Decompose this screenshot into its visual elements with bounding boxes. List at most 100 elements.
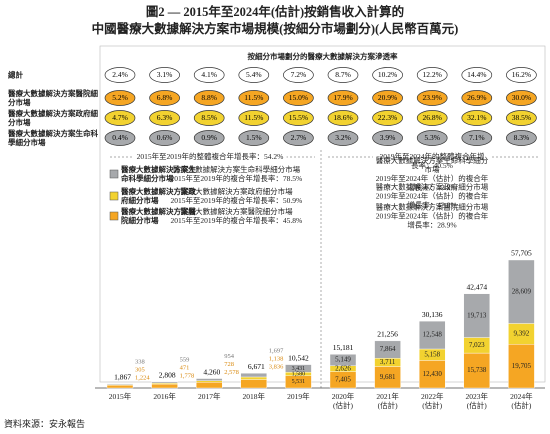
total-label: 4,260 [203,367,220,376]
x-tick-label: 2023年 (估計) [465,392,489,410]
penetration-oval [416,90,448,106]
segment-label: 3,431 [292,366,306,372]
segment-cagr: 醫療大數據解決方案政府細分市場 2019年至2024年（估計）的複合年增長率：4… [375,182,489,210]
bar-segment [106,383,134,385]
penetration-label: 22.3% [378,113,397,122]
penetration-oval [149,130,180,146]
penetration-oval [506,130,537,146]
segment-cagr: 醫療大數據解決方案醫院細分市場 2019年至2024年（估計）的複合年增長率：2… [375,202,489,230]
bar-segment [463,352,490,389]
penetration-oval [104,130,136,146]
penetration-oval [238,90,270,106]
penetration-oval [238,110,270,126]
penetration-oval [104,90,136,106]
penetration-label: 5.4% [246,70,262,79]
segment-cagr: 醫療大數據解決方案生命科學細分市場 2019年至2024年（估計）的複合年增長率… [375,156,489,192]
segment-label: 7,864 [380,345,396,353]
penetration-oval [283,130,314,146]
penetration-oval [193,130,225,146]
segment-label: 1,580 [292,371,306,377]
penetration-label: 18.6% [333,113,352,122]
penetration-oval [461,90,493,106]
penetration-label: 8.8% [201,93,217,102]
penetration-label: 3.9% [380,133,396,142]
penetration-oval [149,67,180,83]
segment-label: 15,738 [467,366,487,374]
penetration-oval [416,130,448,146]
x-tick-label: 2017年 [197,392,221,401]
penetration-oval [327,130,359,146]
bar-segment [508,259,535,324]
penetration-label: 8.7% [335,70,351,79]
penetration-label: 23.9% [423,93,442,102]
penetration-oval [372,110,403,126]
table-title: 按細分市場劃分的醫療大數據解決方案滲透率 [247,52,398,61]
bar-segment [329,354,357,366]
penetration-label: 1.5% [246,133,262,142]
x-tick-label: 2018年 [242,392,266,401]
penetration-oval [283,67,314,83]
penetration-oval [149,90,180,106]
x-tick-label: 2019年 [287,392,310,401]
penetration-oval [149,110,180,126]
total-label: 1,867 [114,373,131,382]
legend-swatch [109,191,119,201]
segment-cagr: 醫療大數據解決方案生命科學細分市場 2015年至2019年的複合年增長率：78.… [170,165,303,183]
segment-label: 5,158 [424,350,440,358]
penetration-label: 0.9% [201,133,217,142]
penetration-oval [193,67,225,83]
penetration-oval [506,67,537,83]
segment-label: 338 [135,358,145,365]
penetration-label: 2.7% [291,133,307,142]
penetration-label: 3.2% [335,133,351,142]
penetration-label: 38.5% [512,113,531,122]
bar-segment [195,378,223,381]
bar-segment [463,293,490,338]
segment-label: 2,578 [224,369,239,376]
penetration-label: 11.5% [244,93,263,102]
penetration-oval [283,110,314,126]
bar-segment [151,383,178,389]
penetration-label: 11.5% [244,113,263,122]
bar-segment [151,381,178,384]
segment-label: 3,836 [269,364,284,371]
penetration-oval [461,110,493,126]
bar-segment [374,340,401,359]
penetration-oval [372,90,403,106]
total-label: 57,705 [511,249,532,258]
segment-label: 19,705 [512,362,532,370]
penetration-oval [283,90,314,106]
segment-label: 9,681 [380,373,396,381]
segment-label: 7,023 [469,341,485,349]
legend-label: 醫療大數據解決方案生命科學細分市場 [121,165,196,183]
total-label: 30,136 [422,310,443,319]
bar-segment [106,385,134,389]
penetration-label: 32.1% [467,113,486,122]
penetration-oval [238,130,270,146]
x-tick-label: 2024年 (估計) [510,392,533,410]
penetration-label: 26.9% [467,93,486,102]
penetration-label: 30.0% [512,93,531,102]
segment-label: 1,697 [269,348,284,355]
penetration-label: 20.9% [378,93,397,102]
x-tick-label: 2016年 [153,392,176,401]
penetration-label: 4.7% [112,113,128,122]
penetration-oval [104,110,136,126]
segment-cagr: 醫療大數據解決方案醫院細分市場 2015年至2019年的複合年增長率：45.8% [170,207,303,225]
segment-label: 9,392 [514,329,530,337]
segment-label: 559 [180,356,190,363]
legend-swatch [109,211,119,221]
penetration-label: 26.8% [423,113,442,122]
segment-label: 3,711 [380,358,396,366]
penetration-oval [506,90,537,106]
penetration-label: 5.3% [424,133,440,142]
x-tick-label: 2021年 (估計) [376,392,399,410]
penetration-label: 15.5% [289,113,308,122]
segment-label: 2,626 [335,364,351,372]
penetration-oval [327,90,359,106]
penetration-label: 15.0% [289,93,308,102]
bar-segment [419,360,446,389]
legend-label: 醫療大數據解決方案政府細分市場 [121,187,196,205]
source: 資料來源：安永報告 [4,419,86,429]
